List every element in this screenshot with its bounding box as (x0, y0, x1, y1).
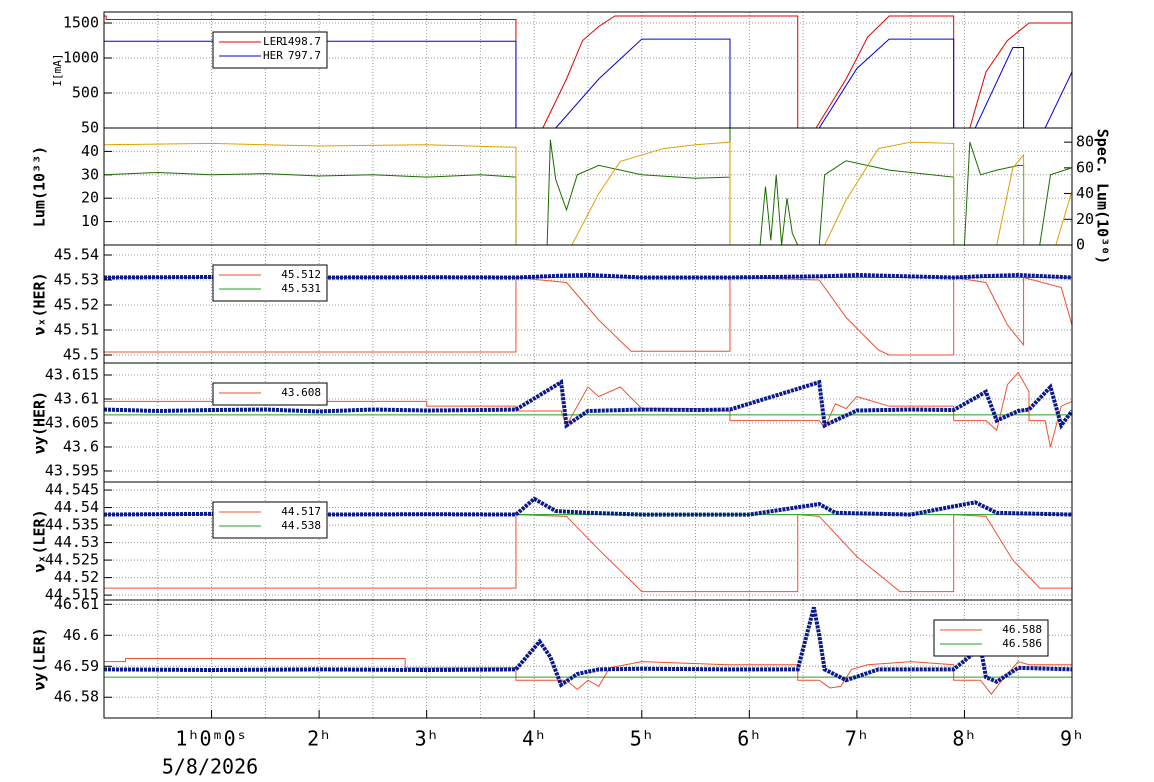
y-tick-label: 44.535 (45, 516, 99, 534)
y2-tick-label: 60 (1076, 158, 1094, 176)
legend-value: 45.512 (281, 268, 321, 281)
legend-value: 43.608 (281, 386, 321, 399)
plot-frame (103, 599, 1073, 719)
y-axis-label: νy(LER) (31, 627, 49, 690)
legend-box (212, 382, 328, 406)
x-tick-label: 3ʰ (415, 727, 439, 751)
x-tick-label: 8ʰ (952, 727, 976, 751)
y-tick-label: 44.53 (54, 533, 99, 551)
x-tick-label: 1ʰ0ᵐ0ˢ (175, 727, 247, 751)
y2-tick-label: 40 (1076, 184, 1094, 202)
y2-tick-label: 0 (1076, 236, 1085, 254)
legend-value: 46.586 (1002, 637, 1042, 650)
legend-box (212, 31, 328, 69)
measured-trace (104, 496, 1072, 517)
y-tick-label: 46.6 (63, 626, 99, 644)
legend-value: 45.531 (281, 282, 321, 295)
y-tick-label: 43.61 (54, 389, 99, 407)
y-tick-label: 43.615 (45, 365, 99, 383)
y-tick-label: 40 (81, 142, 99, 160)
series-line (104, 141, 1072, 245)
y-tick-label: 20 (81, 189, 99, 207)
y-tick-label: 1500 (63, 13, 99, 31)
y-tick-label: 46.61 (54, 595, 99, 613)
series-line (104, 276, 1072, 356)
y-tick-label: 10 (81, 212, 99, 230)
y-tick-label: 44.515 (45, 586, 99, 604)
y-tick-label: 43.605 (45, 413, 99, 431)
y-tick-label: 30 (81, 165, 99, 183)
y-tick-label: 44.54 (54, 498, 99, 516)
plot-area (104, 482, 1072, 600)
measured-trace (104, 378, 1072, 430)
y-tick-label: 45.54 (54, 246, 99, 264)
series-line (104, 514, 1072, 593)
x-tick-label: 7ʰ (845, 727, 869, 751)
y-axis-label: νy(HER) (31, 391, 49, 454)
y-axis-label: νₓ(HER) (31, 272, 49, 335)
y-axis-label: Lum(10³³) (31, 146, 49, 227)
y-tick-label: 43.6 (63, 437, 99, 455)
y-tick-label: 45.52 (54, 296, 99, 314)
date-label: 5/8/2026 (162, 755, 258, 779)
legend-value: 44.538 (281, 519, 321, 532)
series-group (104, 15, 1072, 128)
series-line (104, 128, 1072, 245)
legend-label: LER (263, 35, 283, 48)
series-line (104, 38, 1072, 128)
plot-area (104, 245, 1072, 363)
plot-area (104, 128, 1072, 245)
y-tick-label: 44.52 (54, 568, 99, 586)
y-tick-label: 45.51 (54, 321, 99, 339)
y-axis-label: I[mA] (51, 53, 64, 86)
legend-box (212, 264, 328, 302)
y-tick-label: 44.545 (45, 481, 99, 499)
legend-box (933, 619, 1049, 657)
legend-value: 1498.7 (281, 35, 321, 48)
x-tick-label: 9ʰ (1060, 727, 1084, 751)
y-tick-label: 45.5 (63, 346, 99, 364)
legend-value: 44.517 (281, 505, 321, 518)
y2-axis-label: Spec. Lum(10³⁰) (1094, 129, 1112, 264)
series-group (104, 371, 1072, 448)
y-tick-label: 500 (72, 83, 99, 101)
y-tick-label: 45.53 (54, 271, 99, 289)
x-tick-label: 2ʰ (307, 727, 331, 751)
y-tick-label: 46.58 (54, 688, 99, 706)
measured-trace (104, 272, 1072, 280)
x-tick-label: 6ʰ (737, 727, 761, 751)
y2-tick-label: 80 (1076, 133, 1094, 151)
series-line (104, 371, 1072, 448)
y-tick-label: 1000 (63, 48, 99, 66)
legend-box (212, 501, 328, 539)
x-tick-label: 4ʰ (522, 727, 546, 751)
y-tick-label: 43.595 (45, 461, 99, 479)
y-axis-label: νₓ(LER) (31, 509, 49, 572)
legend-value: 797.7 (288, 49, 321, 62)
series-group (104, 128, 1072, 245)
legend-value: 46.588 (1002, 623, 1042, 636)
y-tick-label: 46.59 (54, 657, 99, 675)
y-tick-label: 50 (81, 119, 99, 137)
y-tick-label: 44.525 (45, 551, 99, 569)
x-tick-label: 5ʰ (630, 727, 654, 751)
y2-tick-label: 20 (1076, 210, 1094, 228)
legend-label: HER (263, 49, 283, 62)
